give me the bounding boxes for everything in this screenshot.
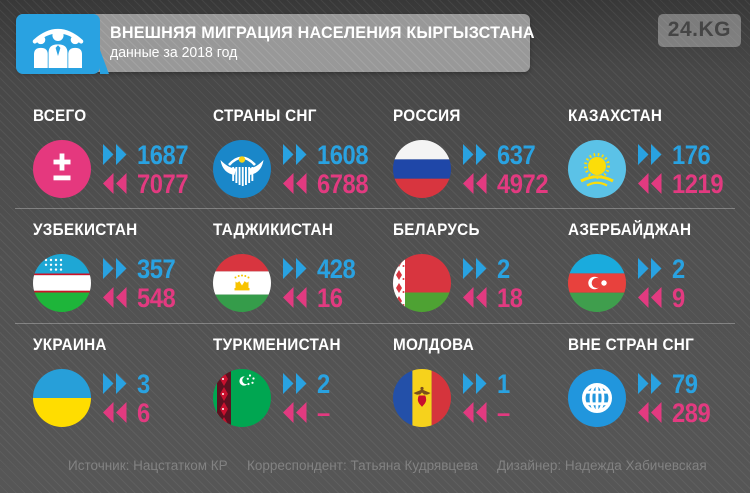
inflow-arrows-icon bbox=[103, 144, 127, 165]
inflow-value: 3 bbox=[137, 368, 150, 399]
country-label: УЗБЕКИСТАН bbox=[33, 220, 138, 239]
migration-people-icon bbox=[16, 14, 100, 74]
card-globe: ВНЕ СТРАН СНГ 79 289 bbox=[550, 323, 735, 445]
inflow-value: 2 bbox=[672, 253, 685, 284]
inflow-arrows-icon bbox=[463, 144, 487, 165]
globe-icon bbox=[568, 369, 626, 427]
page-title: ВНЕШНЯЯ МИГРАЦИЯ НАСЕЛЕНИЯ КЫРГЫЗСТАНА bbox=[110, 23, 535, 42]
outflow-value: – bbox=[317, 397, 330, 428]
outflow-arrows-icon bbox=[463, 402, 487, 423]
flag-uzbekistan-icon bbox=[33, 254, 91, 312]
inflow-arrows-icon bbox=[463, 258, 487, 279]
flag-tajikistan-icon bbox=[213, 254, 271, 312]
outflow-arrows-icon bbox=[638, 173, 662, 194]
flag-turkmenistan-icon bbox=[213, 369, 271, 427]
outflow-value: 1219 bbox=[672, 168, 724, 199]
country-label: ТАДЖИКИСТАН bbox=[213, 220, 334, 239]
flag-moldova-icon bbox=[393, 369, 451, 427]
inflow-arrows-icon bbox=[463, 373, 487, 394]
outflow-arrows-icon bbox=[283, 287, 307, 308]
outflow-value: 6788 bbox=[317, 168, 369, 199]
inflow-value: 1687 bbox=[137, 139, 189, 170]
inflow-arrows-icon bbox=[283, 144, 307, 165]
outflow-arrows-icon bbox=[638, 402, 662, 423]
card-azerbaijan: АЗЕРБАЙДЖАН 2 9 bbox=[550, 208, 735, 323]
inflow-value: 2 bbox=[317, 368, 330, 399]
outflow-value: 548 bbox=[137, 282, 176, 313]
inflow-value: 637 bbox=[497, 139, 536, 170]
outflow-arrows-icon bbox=[283, 402, 307, 423]
country-label: АЗЕРБАЙДЖАН bbox=[568, 220, 692, 239]
outflow-arrows-icon bbox=[283, 173, 307, 194]
country-label: КАЗАХСТАН bbox=[568, 106, 663, 125]
cis-emblem-icon bbox=[213, 140, 271, 198]
inflow-arrows-icon bbox=[283, 258, 307, 279]
outflow-value: 6 bbox=[137, 397, 150, 428]
country-label: ВНЕ СТРАН СНГ bbox=[568, 335, 695, 354]
inflow-value: 428 bbox=[317, 253, 356, 284]
outflow-arrows-icon bbox=[638, 287, 662, 308]
footer-source: Источник: Нацстатком КР bbox=[68, 458, 228, 473]
inflow-arrows-icon bbox=[638, 373, 662, 394]
flag-azerbaijan-icon bbox=[568, 254, 626, 312]
outflow-value: 289 bbox=[672, 397, 711, 428]
card-tajikistan: ТАДЖИКИСТАН 428 16 bbox=[195, 208, 375, 323]
flag-kazakhstan-icon bbox=[568, 140, 626, 198]
card-moldova: МОЛДОВА 1 – bbox=[375, 323, 550, 445]
card-kazakhstan: КАЗАХСТАН 176 1219 bbox=[550, 95, 735, 208]
outflow-arrows-icon bbox=[463, 173, 487, 194]
country-label: БЕЛАРУСЬ bbox=[393, 220, 480, 239]
inflow-value: 79 bbox=[672, 368, 698, 399]
inflow-value: 176 bbox=[672, 139, 711, 170]
inflow-value: 357 bbox=[137, 253, 176, 284]
card-uzbekistan: УЗБЕКИСТАН 357 548 bbox=[15, 208, 195, 323]
outflow-value: 18 bbox=[497, 282, 523, 313]
outflow-arrows-icon bbox=[463, 287, 487, 308]
inflow-arrows-icon bbox=[283, 373, 307, 394]
card-russia: РОССИЯ 637 4972 bbox=[375, 95, 550, 208]
inflow-value: 1608 bbox=[317, 139, 369, 170]
outflow-arrows-icon bbox=[103, 173, 127, 194]
brand-badge: 24.KG bbox=[657, 14, 741, 47]
card-cis-emblem: СТРАНЫ СНГ 1608 6788 bbox=[195, 95, 375, 208]
inflow-arrows-icon bbox=[638, 258, 662, 279]
inflow-arrows-icon bbox=[638, 144, 662, 165]
country-label: ТУРКМЕНИСТАН bbox=[213, 335, 341, 354]
plus-minus-icon bbox=[33, 140, 91, 198]
migration-grid: ВСЕГО 1687 7077 СТРАНЫ СНГ bbox=[15, 95, 735, 445]
outflow-value: 4972 bbox=[497, 168, 549, 199]
footer-correspondent: Корреспондент: Татьяна Кудрявцева bbox=[247, 458, 479, 473]
inflow-arrows-icon bbox=[103, 373, 127, 394]
outflow-value: 7077 bbox=[137, 168, 189, 199]
outflow-value: 9 bbox=[672, 282, 685, 313]
card-belarus: БЕЛАРУСЬ 2 18 bbox=[375, 208, 550, 323]
inflow-arrows-icon bbox=[103, 258, 127, 279]
outflow-arrows-icon bbox=[103, 402, 127, 423]
country-label: ВСЕГО bbox=[33, 106, 87, 125]
outflow-arrows-icon bbox=[103, 287, 127, 308]
card-plus-minus: ВСЕГО 1687 7077 bbox=[15, 95, 195, 208]
card-turkmenistan: ТУРКМЕНИСТАН 2 – bbox=[195, 323, 375, 445]
page-subtitle: данные за 2018 год bbox=[110, 45, 238, 61]
card-ukraine: УКРАИНА 3 6 bbox=[15, 323, 195, 445]
country-label: СТРАНЫ СНГ bbox=[213, 106, 317, 125]
inflow-value: 2 bbox=[497, 253, 510, 284]
flag-belarus-icon bbox=[393, 254, 451, 312]
flag-ukraine-icon bbox=[33, 369, 91, 427]
flag-russia-icon bbox=[393, 140, 451, 198]
outflow-value: 16 bbox=[317, 282, 343, 313]
inflow-value: 1 bbox=[497, 368, 510, 399]
outflow-value: – bbox=[497, 397, 510, 428]
country-label: УКРАИНА bbox=[33, 335, 107, 354]
country-label: МОЛДОВА bbox=[393, 335, 475, 354]
country-label: РОССИЯ bbox=[393, 106, 461, 125]
header-icon-notch bbox=[100, 50, 109, 74]
footer-designer: Дизайнер: Надежда Хабичевская bbox=[497, 458, 707, 473]
